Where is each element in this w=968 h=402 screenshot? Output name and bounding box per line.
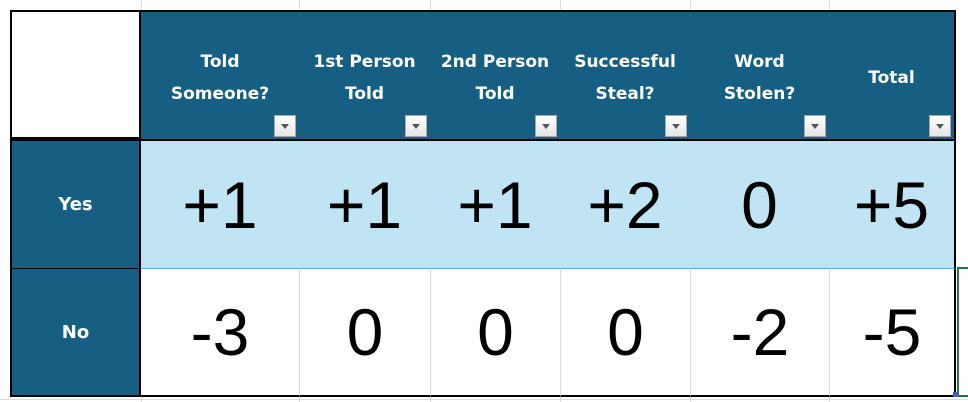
cell-yes-word-stolen[interactable]: 0 (690, 139, 829, 268)
fill-handle[interactable] (953, 392, 958, 397)
header-told-someone[interactable]: Told Someone? (141, 10, 299, 139)
filter-dropdown-icon[interactable] (535, 115, 557, 137)
filter-dropdown-icon[interactable] (274, 115, 296, 137)
header-label: 1st Person Told (313, 52, 416, 104)
cell-no-word-stolen[interactable]: -2 (690, 268, 829, 397)
filter-dropdown-icon[interactable] (929, 115, 951, 137)
header-total[interactable]: Total (829, 10, 956, 139)
header-label: Total (868, 68, 915, 88)
cell-no-total[interactable]: -5 (829, 268, 956, 397)
header-1st-person-told[interactable]: 1st Person Told (299, 10, 430, 139)
filter-dropdown-icon[interactable] (405, 115, 427, 137)
header-label: Successful Steal? (574, 52, 676, 104)
header-label: Told Someone? (170, 52, 270, 104)
cell-no-successful-steal[interactable]: 0 (560, 268, 690, 397)
header-label: 2nd Person Told (440, 52, 550, 104)
header-label: Word Stolen? (723, 52, 796, 104)
row-label-yes[interactable]: Yes (10, 139, 141, 268)
selected-cell-outline (957, 267, 968, 397)
cell-yes-1st-person[interactable]: +1 (299, 139, 430, 268)
cell-yes-told-someone[interactable]: +1 (141, 139, 299, 268)
filter-dropdown-icon[interactable] (665, 115, 687, 137)
cell-no-2nd-person[interactable]: 0 (430, 268, 560, 397)
header-2nd-person-told[interactable]: 2nd Person Told (430, 10, 560, 139)
header-word-stolen[interactable]: Word Stolen? (690, 10, 829, 139)
cell-no-1st-person[interactable]: 0 (299, 268, 430, 397)
cell-yes-successful-steal[interactable]: +2 (560, 139, 690, 268)
filter-dropdown-icon[interactable] (804, 115, 826, 137)
row-label-no[interactable]: No (10, 268, 141, 397)
corner-cell[interactable] (10, 10, 141, 139)
cell-yes-total[interactable]: +5 (829, 139, 956, 268)
cell-no-told-someone[interactable]: -3 (141, 268, 299, 397)
header-successful-steal[interactable]: Successful Steal? (560, 10, 690, 139)
cell-yes-2nd-person[interactable]: +1 (430, 139, 560, 268)
